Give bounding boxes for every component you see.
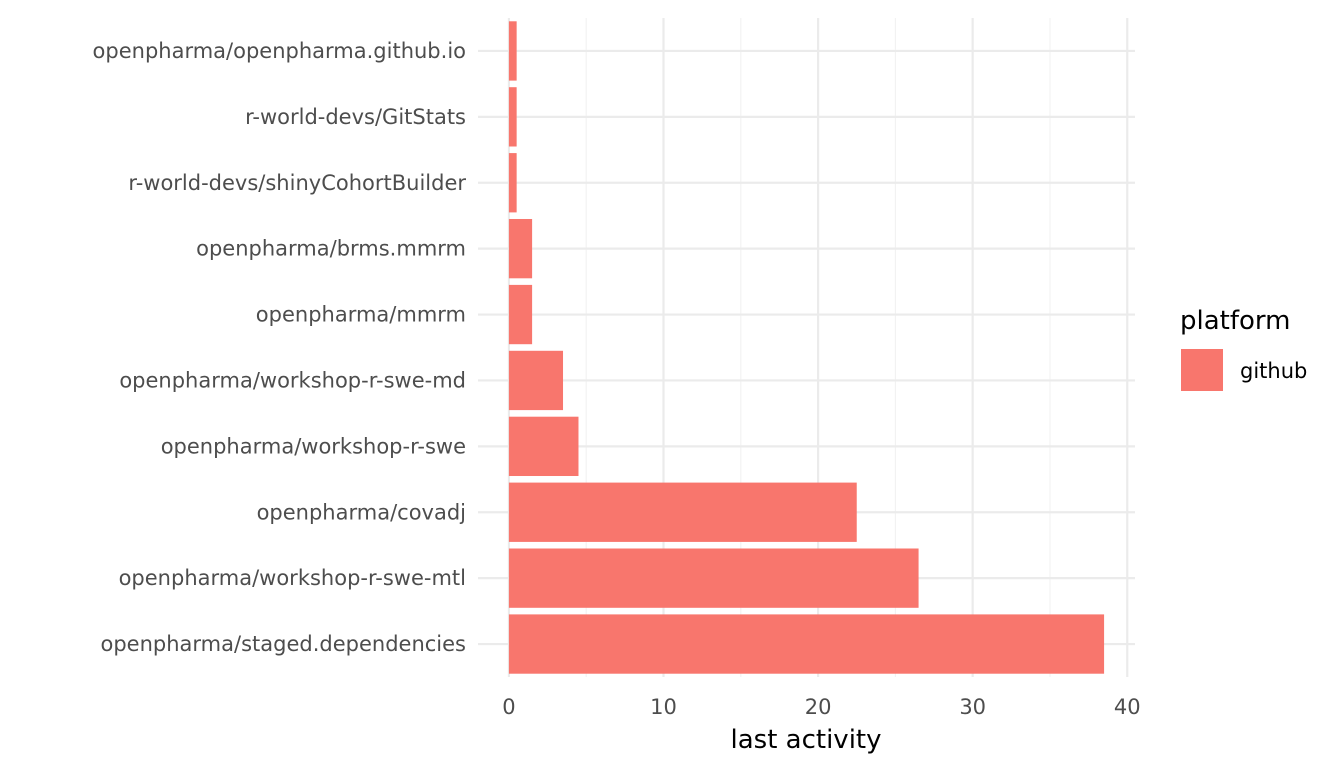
x-tick-label: 40 [1114, 695, 1141, 719]
y-tick-label: openpharma/workshop-r-swe [161, 434, 466, 458]
bar [508, 284, 533, 345]
y-tick-label: openpharma/staged.dependencies [101, 632, 467, 656]
bar [508, 416, 579, 477]
bar [508, 87, 517, 147]
y-tick-label: openpharma/mmrm [256, 303, 466, 327]
y-tick-label: r-world-devs/GitStats [245, 105, 466, 129]
y-tick-label: openpharma/brms.mmrm [196, 237, 466, 261]
x-axis-title: last activity [731, 725, 882, 755]
legend-title: platform [1180, 306, 1290, 336]
bar [508, 548, 919, 608]
legend-key-github [1181, 349, 1223, 391]
y-tick-label: openpharma/workshop-r-swe-md [119, 368, 466, 392]
x-tick-label: 30 [959, 695, 986, 719]
bar [508, 153, 517, 213]
legend-label-github: github [1240, 359, 1307, 383]
x-axis-tick-labels: 0 10 20 30 40 [502, 695, 1140, 719]
y-tick-label: openpharma/workshop-r-swe-mtl [119, 566, 466, 590]
y-tick-label: openpharma/openpharma.github.io [93, 39, 466, 63]
bar [508, 218, 533, 279]
bar [508, 482, 857, 542]
bar [508, 21, 517, 81]
bar [508, 614, 1105, 674]
y-axis-tick-labels: openpharma/openpharma.github.io r-world-d… [93, 39, 467, 656]
bar [508, 350, 564, 411]
x-tick-label: 20 [805, 695, 832, 719]
y-tick-label: openpharma/covadj [257, 500, 466, 524]
bars [508, 21, 1105, 674]
x-tick-label: 10 [650, 695, 677, 719]
x-tick-label: 0 [502, 695, 515, 719]
legend: platform github [1180, 306, 1307, 391]
y-tick-label: r-world-devs/shinyCohortBuilder [128, 171, 466, 195]
